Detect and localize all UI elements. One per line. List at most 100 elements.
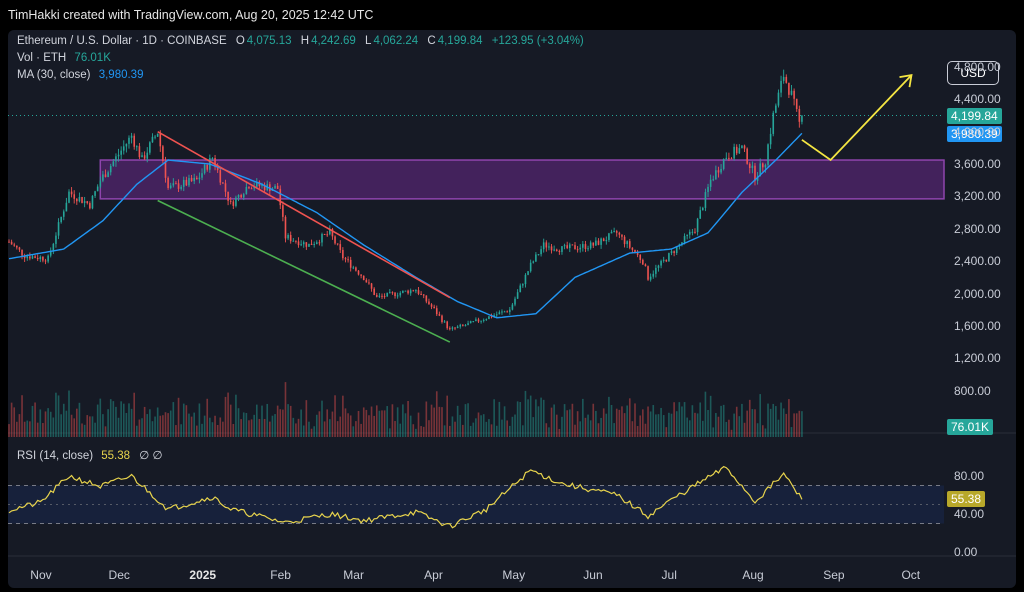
candle-body (428, 301, 430, 305)
volume-bar (250, 419, 253, 437)
candle-body (36, 257, 39, 260)
candle-body (707, 186, 709, 193)
legend-rsi[interactable]: RSI (14, close) 55.38 ∅ ∅ (17, 448, 164, 462)
candle-body (149, 142, 151, 153)
candle-body (313, 243, 315, 245)
candle-body (503, 311, 506, 313)
volume-bar (795, 413, 798, 437)
volume-bar (422, 426, 425, 437)
candle-body (375, 294, 378, 297)
candle-body (514, 298, 516, 305)
volume-bar (310, 428, 313, 437)
ma-line (8, 132, 803, 319)
volume-bar (576, 411, 579, 437)
candle-body (16, 245, 18, 248)
volume-bar (613, 423, 615, 437)
volume-bar (76, 408, 78, 437)
currency-selector[interactable]: USD (947, 61, 999, 85)
volume-bar (404, 413, 407, 437)
legend-ma[interactable]: MA (30, close) 3,980.39 (17, 69, 145, 81)
time-tick-label: Jul (661, 568, 677, 582)
volume-bar (688, 420, 691, 437)
price-tick-label: 3,600.00 (954, 157, 1001, 172)
volume-bar (83, 424, 86, 437)
candle-body (164, 161, 167, 178)
volume-bar (115, 406, 117, 437)
volume-bar (219, 417, 222, 437)
candle-body (297, 241, 300, 246)
volume-bar (334, 395, 336, 437)
candle-body (694, 231, 696, 233)
candle-body (115, 156, 117, 162)
candle-body (613, 231, 615, 233)
volume-bar (501, 419, 503, 437)
candle-body (261, 185, 263, 187)
time-tick-label: Sep (823, 568, 845, 582)
volume-bar (352, 426, 355, 437)
volume-bar (169, 410, 172, 437)
volume-bar (16, 421, 18, 437)
candle-body (248, 186, 250, 189)
volume-bar (284, 382, 287, 437)
candle-body (553, 249, 555, 251)
candle-body (331, 229, 334, 237)
candle-body (120, 150, 122, 155)
candle-body (300, 244, 302, 246)
volume-bar (235, 394, 237, 437)
chart-panel[interactable]: Ethereum / U.S. Dollar · 1D · COINBASE O… (8, 30, 1016, 588)
candle-body (112, 161, 115, 167)
candle-body (216, 166, 219, 171)
volume-bar (180, 424, 182, 437)
candle-body (349, 259, 352, 268)
volume-bar (634, 403, 636, 437)
symbol-name[interactable]: Ethereum / U.S. Dollar · 1D · COINBASE (17, 35, 227, 47)
volume-bar (595, 410, 597, 437)
candle-body (647, 266, 649, 280)
candle-body (704, 192, 707, 208)
volume-bar (738, 416, 741, 437)
candle-body (177, 183, 180, 189)
candle-body (568, 244, 571, 249)
legend-volume[interactable]: Vol · ETH 76.01K (17, 52, 113, 64)
candle-body (222, 182, 224, 184)
volume-bar (52, 417, 55, 437)
candle-body (355, 267, 357, 271)
rsi-label: RSI (14, close) (17, 450, 94, 462)
volume-bar (295, 423, 297, 437)
volume-bar (305, 400, 308, 437)
volume-bar (673, 402, 675, 437)
volume-bar (550, 407, 553, 437)
volume-bar (107, 409, 109, 437)
volume-bar (292, 417, 295, 437)
candle-body (592, 242, 595, 246)
candle-body (232, 201, 235, 206)
candle-body (472, 321, 475, 323)
open-label: O (235, 35, 245, 47)
volume-bar (443, 425, 446, 437)
volume-bar (615, 408, 618, 437)
volume-bar (683, 402, 686, 437)
price-chart-canvas[interactable] (8, 30, 1016, 588)
candle-body (274, 185, 276, 189)
candle-body (13, 244, 16, 246)
candle-body (448, 328, 451, 330)
volume-bar (198, 403, 201, 437)
volume-bar (120, 401, 122, 437)
price-tick-label: 2,400.00 (954, 254, 1001, 269)
close-label: C (427, 35, 436, 47)
candle-body (130, 135, 133, 138)
candle-body (8, 241, 10, 243)
candle-body (141, 155, 143, 158)
volume-bar (665, 427, 668, 437)
candle-body (722, 159, 725, 169)
volume-bar (370, 406, 373, 437)
candle-body (206, 165, 209, 170)
volume-bar (472, 422, 475, 437)
candle-body (125, 143, 128, 147)
volume-bar (308, 421, 310, 437)
legend-ohlc: Ethereum / U.S. Dollar · 1D · COINBASE O… (17, 35, 586, 47)
rsi-visibility-icons[interactable]: ∅ ∅ (139, 450, 163, 462)
candle-body (631, 247, 634, 250)
ma-label: MA (30, close) (17, 69, 91, 81)
candle-body (224, 183, 227, 192)
